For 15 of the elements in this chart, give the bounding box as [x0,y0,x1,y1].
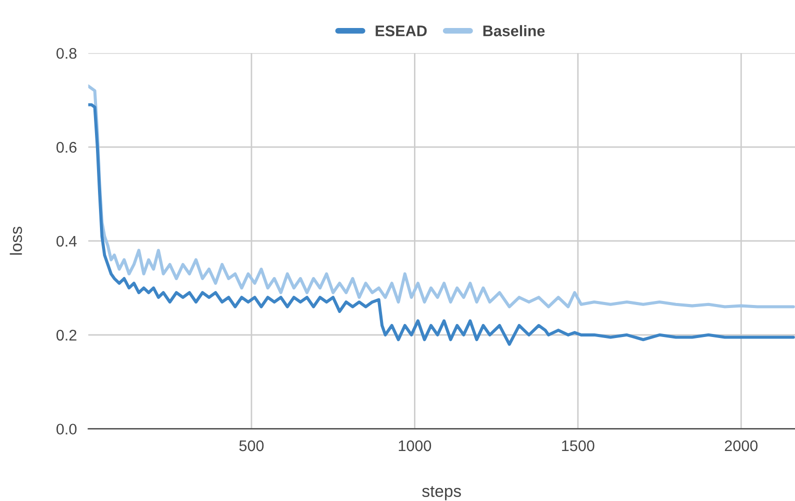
x-tick-label: 1500 [562,440,594,452]
y-tick-label: 0.0 [56,424,77,435]
x-tick-label: 500 [239,440,264,452]
x-axis-title: steps [422,486,461,500]
legend-label: Baseline [483,25,545,36]
x-tick-label: 2000 [724,440,758,452]
legend-label: ESEAD [376,26,427,36]
y-tick-label: 0.8 [56,48,76,59]
y-tick-label: 0.4 [56,236,77,247]
line-series [88,84,795,308]
x-tick-label: 1000 [398,440,432,452]
line-series [88,103,795,346]
y-tick-label: 0.6 [56,142,76,153]
y-axis-title: loss [10,226,22,255]
y-tick-label: 0.2 [56,330,76,341]
